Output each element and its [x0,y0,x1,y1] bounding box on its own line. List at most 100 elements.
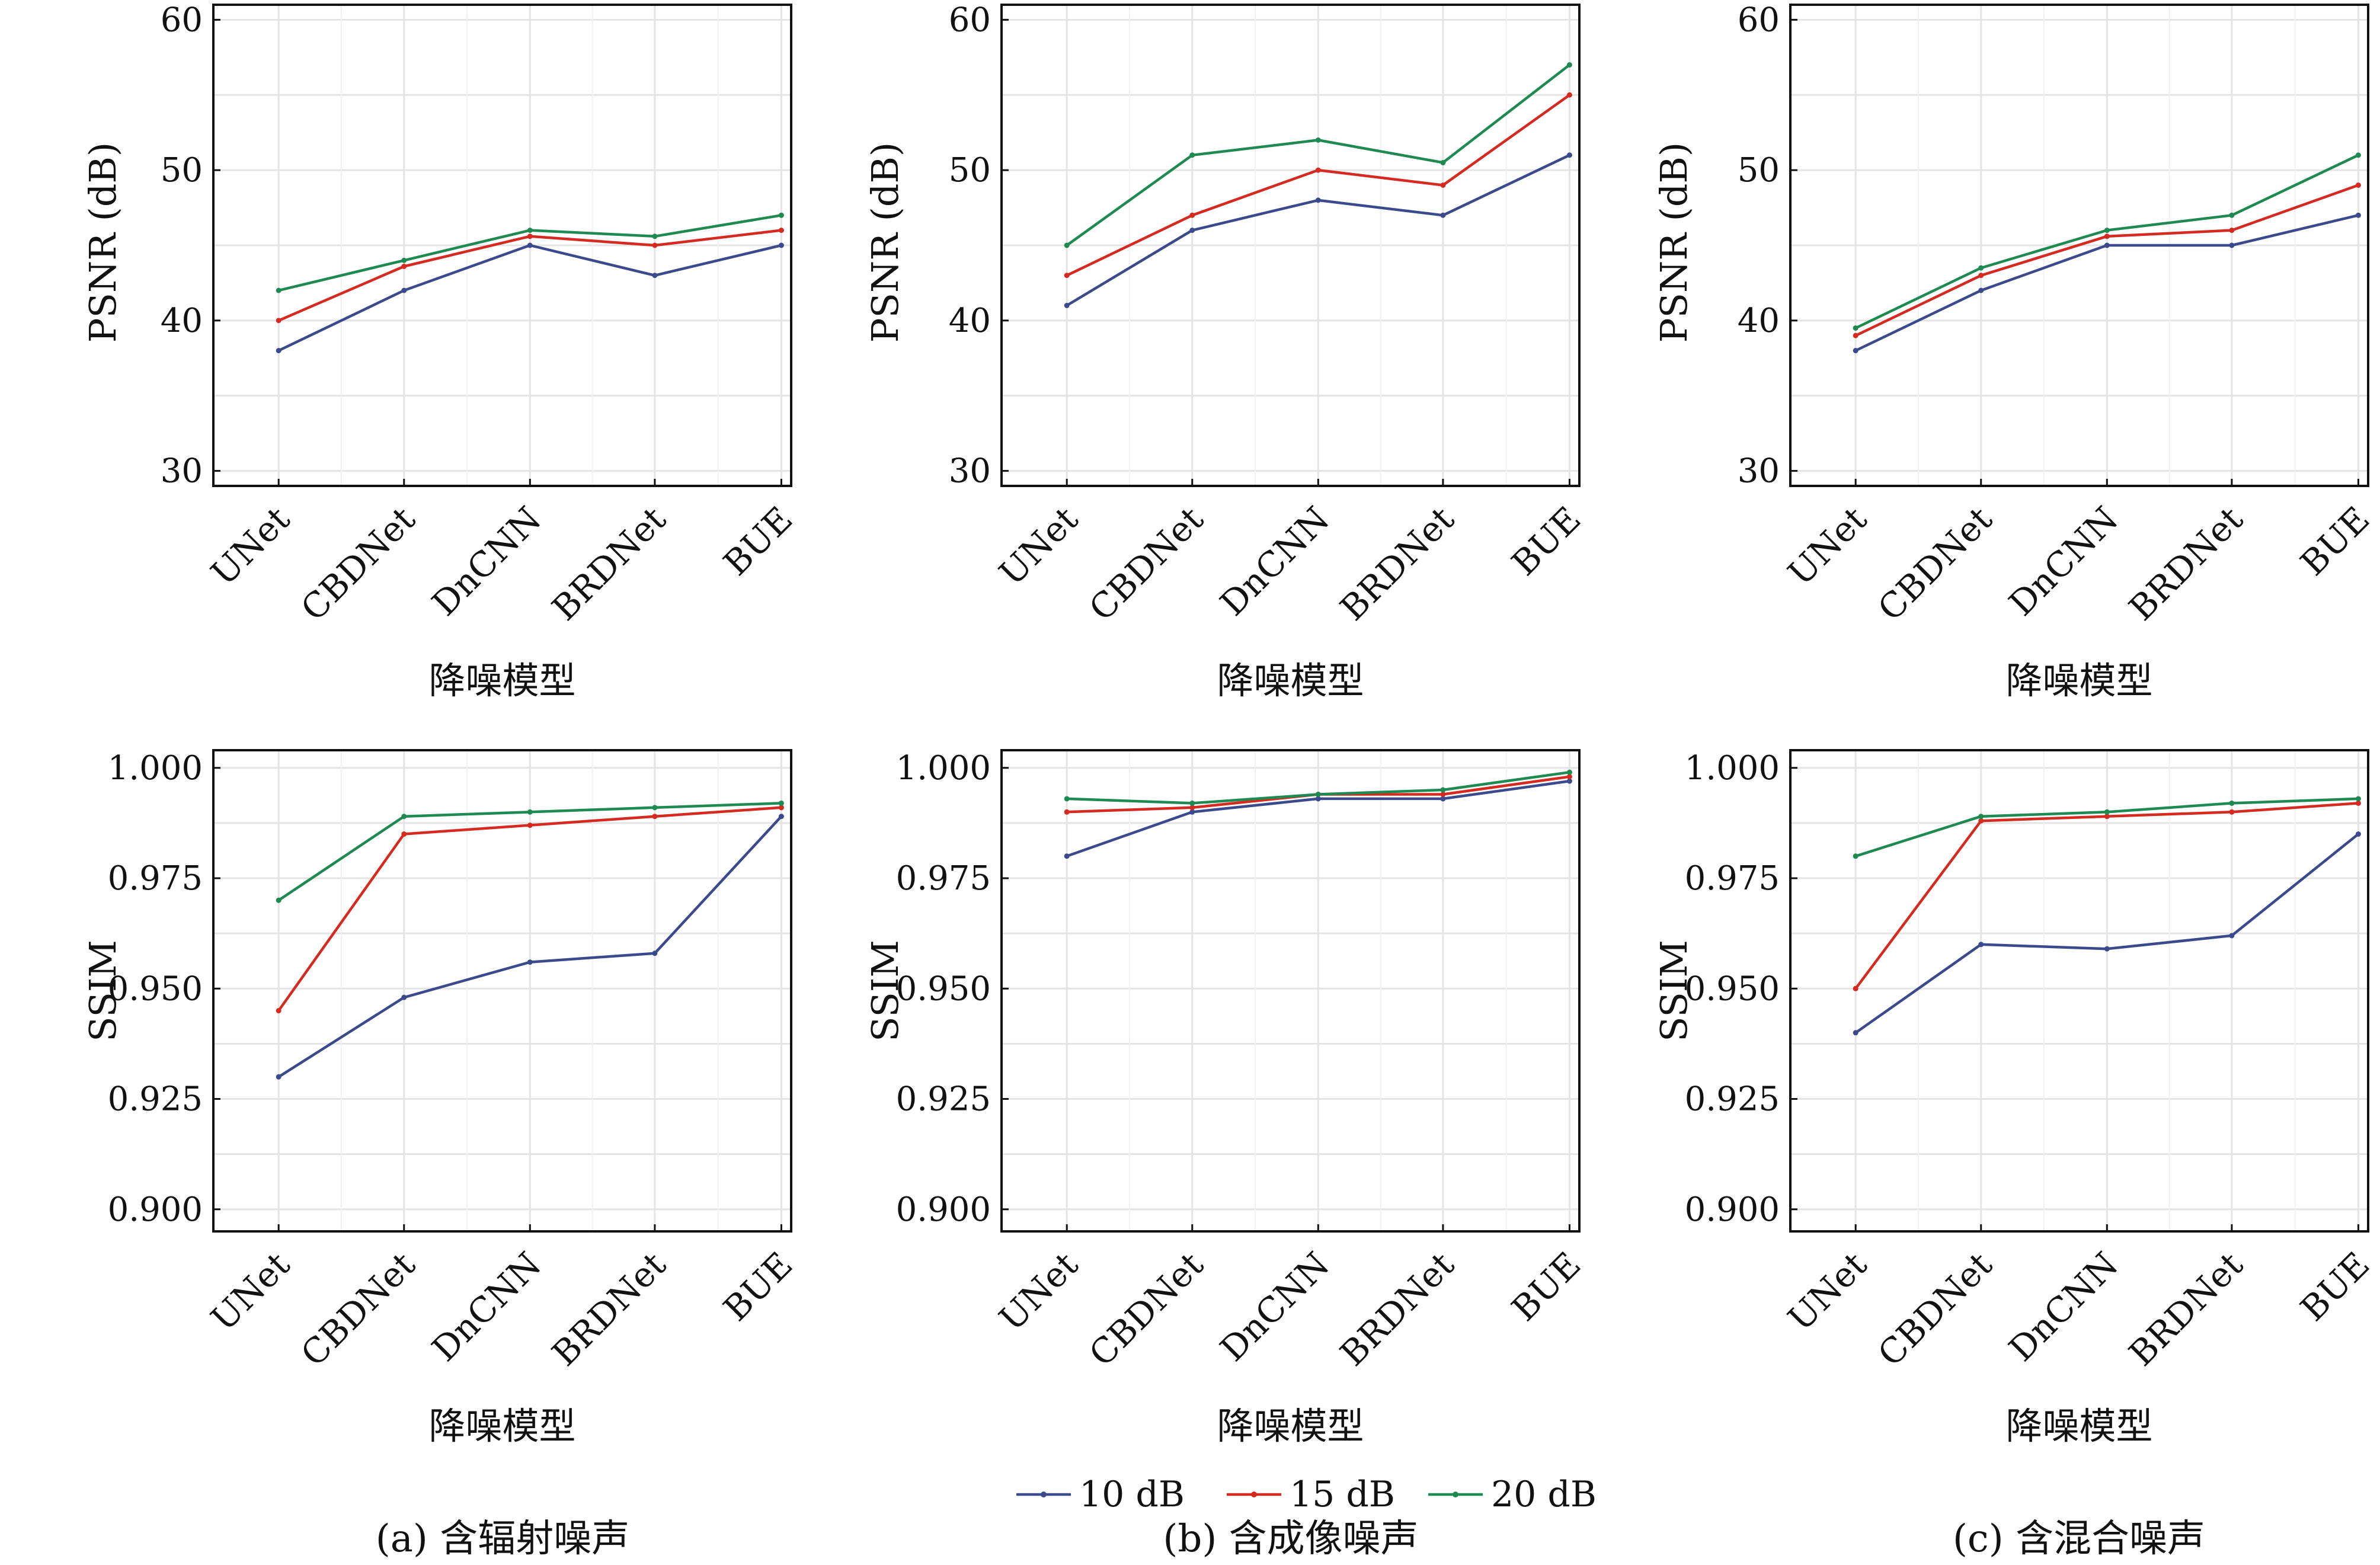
x-tick-label: CBDNet [293,499,423,629]
data-point-10-dB [1978,942,1984,948]
panel-caption: (b) 含成像噪声 [1163,1517,1418,1561]
y-tick-label: 0.975 [1685,859,1780,898]
x-tick-label: BUE [2293,1244,2378,1329]
data-point-10-dB [1189,228,1195,233]
legend-label: 20 dB [1491,1474,1597,1515]
data-point-15-dB [2104,233,2110,239]
data-point-20-dB [2355,796,2361,802]
data-point-10-dB [2355,831,2361,837]
y-tick-label: 50 [949,151,991,190]
data-point-20-dB [1315,791,1321,797]
data-point-10-dB [1064,853,1070,859]
data-point-10-dB [401,287,407,293]
x-tick-label: DnCNN [1213,499,1338,624]
data-point-20-dB [1566,769,1572,775]
x-tick-label: DnCNN [424,499,549,624]
data-point-15-dB [1189,805,1195,811]
legend: 10 dB 15 dB 20 dB [1016,1474,1597,1515]
x-tick-label: BRDNet [2121,499,2251,629]
y-axis-label: PSNR (dB) [863,142,907,343]
data-point-15-dB [1064,273,1070,279]
data-point-15-dB [1315,167,1321,173]
data-point-15-dB [778,228,784,233]
x-tick-label: CBDNet [1870,499,2000,629]
data-point-10-dB [652,273,658,279]
plot-frame [212,4,792,487]
data-point-10-dB [1064,303,1070,308]
data-point-15-dB [652,242,658,248]
legend-label: 15 dB [1290,1474,1395,1515]
data-point-10-dB [1440,212,1446,218]
data-point-20-dB [276,897,281,903]
x-tick-label: BRDNet [544,499,674,629]
data-point-20-dB [401,814,407,820]
x-tick-label: CBDNet [293,1244,423,1374]
data-point-15-dB [401,831,407,837]
panel-caption: (a) 含辐射噪声 [376,1517,629,1561]
y-tick-label: 0.950 [108,969,203,1008]
data-point-15-dB [1566,92,1572,98]
x-tick-label: BRDNet [544,1244,674,1374]
data-point-10-dB [2355,212,2361,218]
data-point-10-dB [2229,933,2235,939]
y-tick-label: 60 [1738,1,1780,39]
x-axis-label: 降噪模型 [428,659,575,702]
data-point-20-dB [1853,325,1858,331]
data-point-15-dB [2355,183,2361,188]
x-tick-label: UNet [1780,1244,1874,1339]
y-axis-label: PSNR (dB) [81,142,124,343]
legend-label: 10 dB [1079,1474,1185,1515]
data-point-20-dB [527,228,533,233]
data-point-10-dB [527,959,533,965]
data-point-10-dB [276,348,281,354]
x-tick-label: BUE [716,499,801,584]
data-point-10-dB [778,814,784,820]
data-point-20-dB [1978,814,1984,820]
legend-marker [1251,1492,1257,1497]
y-axis-label: SSIM [1652,940,1696,1042]
data-point-15-dB [1566,774,1572,780]
y-tick-label: 40 [1738,302,1780,340]
data-point-20-dB [2104,809,2110,815]
data-point-20-dB [1566,62,1572,68]
data-point-15-dB [1440,791,1446,797]
data-point-15-dB [1440,183,1446,188]
y-axis-label: SSIM [81,940,124,1042]
data-point-20-dB [778,212,784,218]
x-tick-label: BUE [1504,499,1589,584]
data-point-15-dB [1853,985,1858,991]
data-point-15-dB [778,805,784,811]
data-point-15-dB [276,318,281,324]
data-point-20-dB [527,809,533,815]
y-tick-label: 0.925 [108,1080,203,1119]
x-tick-label: DnCNN [1213,1244,1338,1369]
y-axis-label: SSIM [863,940,907,1042]
data-point-15-dB [2104,814,2110,820]
data-point-20-dB [1064,796,1070,802]
x-tick-label: BRDNet [1332,1244,1462,1374]
data-point-20-dB [652,805,658,811]
y-tick-label: 0.950 [1685,969,1780,1008]
data-point-20-dB [1853,853,1858,859]
data-point-10-dB [1440,796,1446,802]
y-tick-label: 0.900 [1685,1190,1780,1229]
data-point-15-dB [1064,809,1070,815]
x-tick-label: BUE [2293,499,2378,584]
y-tick-label: 1.000 [108,749,203,788]
data-point-15-dB [2229,228,2235,233]
data-point-20-dB [2229,212,2235,218]
y-axis-label: PSNR (dB) [1652,142,1696,343]
plot-frame [1000,4,1581,487]
y-tick-label: 0.900 [896,1190,991,1229]
x-tick-label: UNet [1780,499,1874,593]
x-tick-label: BUE [716,1244,801,1329]
data-point-20-dB [1189,152,1195,158]
x-axis-label: 降噪模型 [2005,659,2152,702]
data-point-20-dB [778,800,784,806]
x-tick-label: UNet [991,1244,1086,1339]
data-point-20-dB [276,287,281,293]
data-point-10-dB [1853,1030,1858,1036]
